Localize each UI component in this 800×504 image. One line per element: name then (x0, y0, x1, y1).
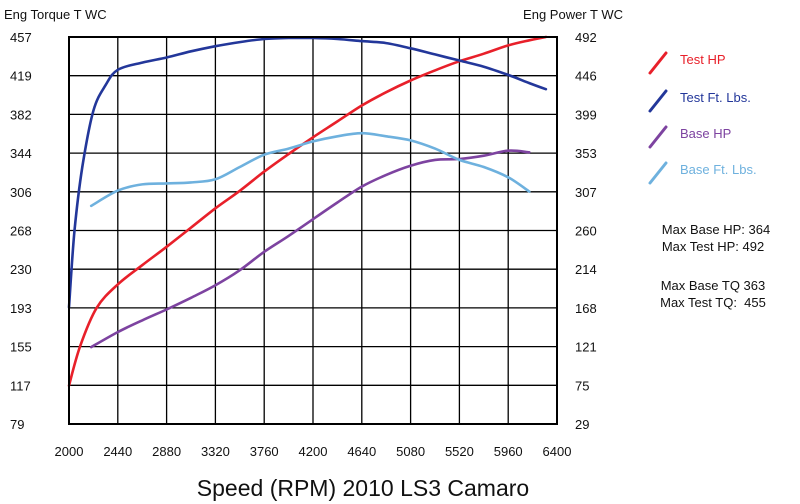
right-tick-label: 446 (575, 69, 597, 84)
right-tick-label: 75 (575, 378, 589, 393)
left-tick-label: 193 (10, 301, 32, 316)
series-line-test-hp (67, 35, 548, 387)
legend-label-test-ft-lbs: Test Ft. Lbs. (680, 90, 751, 105)
left-tick-label: 457 (10, 30, 32, 45)
right-tick-label: 168 (575, 301, 597, 316)
plot-border (68, 36, 558, 425)
right-tick-label: 121 (575, 340, 597, 355)
max-annotations: Max Base HP: 364 Max Test HP: 492 Max Ba… (660, 222, 770, 310)
left-tick-label: 344 (10, 146, 32, 161)
legend-swatch-base-ft-lbs (648, 161, 668, 185)
left-tick-label: 117 (10, 378, 31, 393)
left-tick-label: 268 (10, 224, 32, 239)
left-axis-ticks: 457 419 382 344 306 268 230 193 155 117 79 (10, 30, 32, 432)
legend-label-base-hp: Base HP (680, 126, 731, 141)
x-axis-title: Speed (RPM) 2010 LS3 Camaro (197, 475, 529, 501)
x-tick-label: 5080 (396, 444, 425, 459)
x-tick-label: 4200 (299, 444, 328, 459)
left-tick-label: 79 (10, 417, 24, 432)
legend-label-test-hp: Test HP (680, 52, 726, 67)
x-tick-label: 2000 (55, 444, 84, 459)
right-tick-label: 399 (575, 107, 597, 122)
x-axis-ticks: 2000 2440 2880 3320 3760 4200 4640 5080 5520 5960… (55, 444, 572, 459)
right-tick-label: 307 (575, 185, 597, 200)
left-tick-label: 230 (10, 262, 32, 277)
x-tick-label: 6400 (543, 444, 572, 459)
right-axis-title: Eng Power T WC (523, 7, 623, 22)
legend: Test HP Test Ft. Lbs. Base HP Base Ft. Lbs. (648, 51, 757, 185)
series-line-base-hp (89, 149, 531, 349)
legend-swatch-test-hp (648, 51, 668, 75)
x-tick-label: 3760 (250, 444, 279, 459)
left-tick-label: 155 (10, 340, 32, 355)
right-tick-label: 29 (575, 417, 589, 432)
x-tick-label: 5520 (445, 444, 474, 459)
legend-swatch-base-hp (648, 125, 668, 149)
x-tick-label: 2880 (152, 444, 181, 459)
legend-swatch-test-ft-lbs (648, 89, 668, 113)
legend-label-base-ft-lbs: Base Ft. Lbs. (680, 162, 757, 177)
plot-frame (68, 36, 558, 425)
grid (68, 36, 558, 425)
left-tick-label: 306 (10, 185, 32, 200)
x-tick-label: 3320 (201, 444, 230, 459)
x-tick-label: 5960 (494, 444, 523, 459)
annotation-max-base-hp: Max Base HP: 364 (662, 222, 770, 237)
annotation-max-test-hp: Max Test HP: 492 (662, 239, 764, 254)
right-tick-label: 353 (575, 146, 597, 161)
right-axis-ticks: 492 446 399 353 307 260 214 168 121 75 29 (575, 30, 597, 432)
x-tick-label: 2440 (103, 444, 132, 459)
series-line-test-ft-lbs (67, 36, 548, 309)
left-axis-title: Eng Torque T WC (4, 7, 107, 22)
left-tick-label: 382 (10, 107, 32, 122)
annotation-max-test-tq: Max Test TQ: 455 (660, 295, 766, 310)
annotation-max-base-tq: Max Base TQ 363 (661, 278, 766, 293)
right-tick-label: 492 (575, 30, 597, 45)
right-tick-label: 214 (575, 262, 597, 277)
right-tick-label: 260 (575, 224, 597, 239)
x-tick-label: 4640 (347, 444, 376, 459)
left-tick-label: 419 (10, 69, 32, 84)
series-line-base-ft-lbs (89, 131, 531, 208)
series-lines (67, 35, 548, 387)
